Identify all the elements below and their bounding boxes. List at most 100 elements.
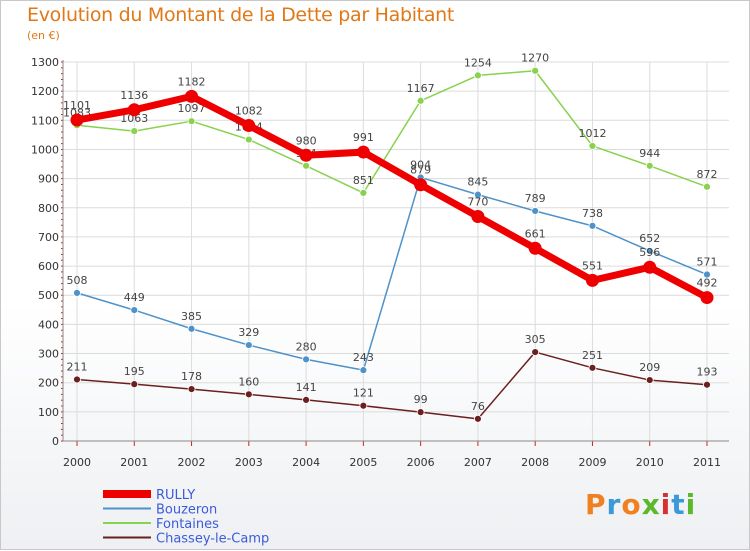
- data-point-chassey-le-camp: [588, 363, 597, 372]
- series-line-chassey-le-camp: [76, 351, 708, 420]
- data-label-chassey-le-camp: 76: [471, 400, 485, 413]
- legend-label-bouzeron: Bouzeron: [156, 503, 217, 518]
- data-label-chassey-le-camp: 178: [181, 370, 202, 383]
- logo-letter: t: [671, 488, 686, 521]
- series-line-rully: [73, 92, 711, 302]
- series-line-fontaines: [76, 69, 708, 194]
- data-label-bouzeron: 385: [181, 310, 202, 323]
- data-label-bouzeron: 738: [582, 207, 603, 220]
- data-point-fontaines: [187, 117, 196, 126]
- x-tick-label: 2008: [521, 456, 549, 469]
- data-point-rully: [700, 291, 714, 305]
- logo-letter: r: [606, 488, 622, 521]
- data-point-bouzeron: [645, 247, 654, 255]
- x-tick-label: 2004: [292, 456, 320, 469]
- data-point-chassey-le-camp: [130, 380, 139, 389]
- data-point-rully: [585, 273, 599, 287]
- data-label-rully: 596: [639, 246, 660, 259]
- data-label-rully: 661: [525, 227, 546, 240]
- y-tick-label: 600: [38, 260, 59, 273]
- y-tick-label: 0: [52, 435, 59, 448]
- data-point-rully: [528, 241, 542, 255]
- x-tick-label: 2000: [63, 456, 91, 469]
- y-tick-label: 100: [38, 406, 59, 419]
- data-label-fontaines: 1097: [178, 102, 206, 115]
- y-tick-label: 1000: [31, 143, 59, 156]
- data-point-fontaines: [703, 182, 711, 191]
- data-point-rully: [356, 145, 370, 159]
- data-point-bouzeron: [703, 270, 711, 279]
- data-label-fontaines: 1270: [521, 52, 549, 65]
- data-point-fontaines: [244, 135, 253, 144]
- y-tick-label: 400: [38, 318, 59, 331]
- data-label-bouzeron: 789: [525, 192, 546, 205]
- proxiti-logo: Proxiti: [585, 488, 696, 521]
- data-label-chassey-le-camp: 99: [414, 393, 428, 406]
- data-point-chassey-le-camp: [474, 414, 482, 423]
- data-label-bouzeron: 845: [467, 176, 488, 189]
- data-point-bouzeron: [474, 190, 482, 199]
- data-label-chassey-le-camp: 141: [296, 381, 317, 394]
- y-tick-label: 500: [38, 289, 59, 302]
- logo-letter: P: [585, 488, 607, 521]
- data-point-fontaines: [130, 127, 139, 135]
- data-point-fontaines: [359, 189, 368, 197]
- x-tick-label: 2005: [349, 456, 377, 469]
- data-label-chassey-le-camp: 160: [238, 375, 259, 388]
- data-point-bouzeron: [244, 341, 253, 349]
- logo-letter: i: [660, 488, 672, 521]
- data-label-fontaines: 851: [353, 174, 374, 187]
- x-tick-label: 2007: [464, 456, 492, 469]
- y-tick-label: 900: [38, 173, 59, 186]
- data-label-bouzeron: 329: [238, 326, 259, 339]
- data-label-fontaines: 1012: [578, 127, 606, 140]
- data-label-fontaines: 944: [639, 147, 660, 160]
- data-label-bouzeron: 243: [353, 351, 374, 364]
- data-label-rully: 1101: [63, 99, 91, 112]
- data-label-rully: 879: [410, 164, 431, 177]
- x-tick-label: 2003: [235, 456, 263, 469]
- y-tick-label: 200: [38, 377, 59, 390]
- data-label-rully: 551: [582, 259, 603, 272]
- series-line-bouzeron: [76, 176, 708, 371]
- x-tick-label: 2011: [693, 456, 721, 469]
- data-point-rully: [127, 103, 141, 117]
- y-tick-label: 1300: [31, 56, 59, 69]
- data-label-rully: 1082: [235, 105, 263, 118]
- data-point-rully: [414, 178, 428, 192]
- data-point-fontaines: [588, 142, 597, 150]
- data-label-chassey-le-camp: 209: [639, 361, 660, 374]
- data-label-rully: 770: [467, 196, 488, 209]
- data-label-fontaines: 1063: [120, 112, 148, 125]
- data-point-bouzeron: [73, 288, 81, 297]
- data-point-fontaines: [302, 161, 310, 170]
- data-point-fontaines: [416, 96, 425, 105]
- data-point-rully: [185, 89, 199, 103]
- data-label-bouzeron: 280: [296, 340, 317, 353]
- y-tick-label: 700: [38, 231, 59, 244]
- logo-letter: i: [685, 488, 697, 521]
- data-point-rully: [471, 210, 485, 224]
- data-point-chassey-le-camp: [531, 348, 540, 356]
- data-point-bouzeron: [187, 324, 196, 333]
- data-point-rully: [643, 260, 657, 274]
- chart-title: Evolution du Montant de la Dette par Hab…: [27, 4, 455, 26]
- data-label-fontaines: 1254: [464, 56, 492, 69]
- x-tick-label: 2010: [636, 456, 664, 469]
- data-label-rully: 492: [697, 277, 718, 290]
- logo-letter: x: [641, 488, 661, 521]
- y-tick-label: 300: [38, 348, 59, 361]
- logo-letter: o: [621, 488, 642, 521]
- x-tick-label: 2006: [407, 456, 435, 469]
- y-tick-label: 800: [38, 202, 59, 215]
- data-label-bouzeron: 449: [124, 291, 145, 304]
- data-label-rully: 991: [353, 131, 374, 144]
- data-point-chassey-le-camp: [645, 376, 654, 384]
- data-point-chassey-le-camp: [359, 401, 368, 410]
- data-label-chassey-le-camp: 251: [582, 349, 603, 362]
- data-label-rully: 1182: [178, 75, 206, 88]
- data-point-chassey-le-camp: [302, 395, 310, 404]
